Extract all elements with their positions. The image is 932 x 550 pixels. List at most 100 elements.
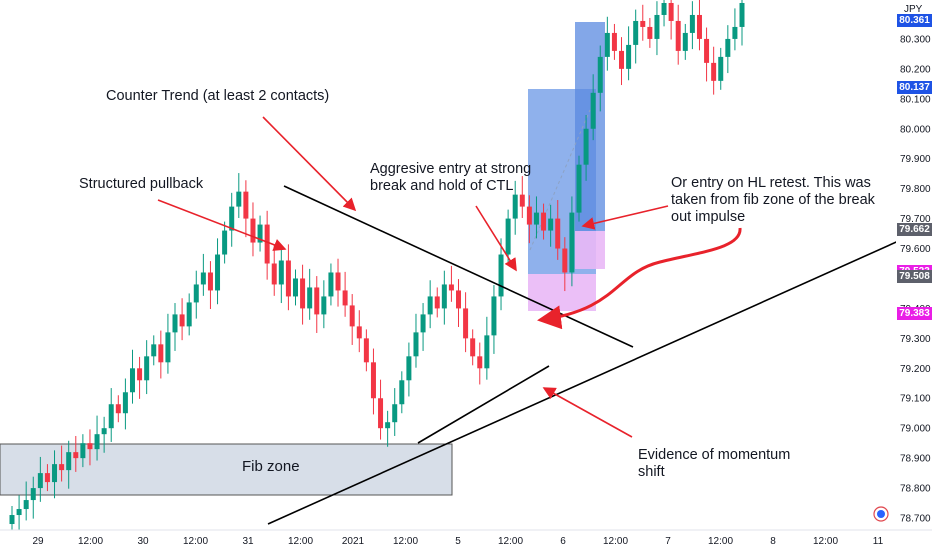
candle-body bbox=[59, 464, 65, 471]
candle-body bbox=[285, 260, 291, 297]
price-tick-6: 79.900 bbox=[900, 154, 931, 165]
candle-body bbox=[87, 443, 93, 450]
candle-body bbox=[654, 14, 660, 39]
time-tick-15: 12:00 bbox=[813, 536, 838, 547]
time-tick-11: 12:00 bbox=[603, 536, 628, 547]
candle-body bbox=[392, 404, 398, 423]
price-tick-10: 79.600 bbox=[900, 244, 931, 255]
candle-body bbox=[555, 218, 561, 249]
time-axis[interactable] bbox=[0, 530, 932, 550]
counter-trendline[interactable] bbox=[283, 185, 634, 348]
time-axis-ticks: 29 12:00 30 12:00 31 12:00 2021 12:00 5 12:00 6 12:… bbox=[32, 536, 883, 547]
candle-body bbox=[300, 278, 306, 309]
price-tag-4: 79.508 bbox=[897, 269, 932, 283]
time-tick-0: 29 bbox=[32, 536, 44, 547]
candle-body bbox=[243, 191, 249, 219]
candle-body bbox=[172, 314, 178, 333]
hl-retest-line-2: taken from fib zone of the break bbox=[671, 192, 875, 208]
candle-body bbox=[108, 404, 114, 429]
candle-body bbox=[342, 290, 348, 306]
candle-body bbox=[349, 305, 355, 327]
candle-body bbox=[399, 380, 405, 405]
candle-body bbox=[696, 14, 702, 39]
price-tag-5: 79.383 bbox=[897, 307, 932, 320]
candle-body bbox=[640, 20, 646, 27]
candle-body bbox=[250, 218, 256, 243]
aggressive-entry-line-1: Aggresive entry at strong bbox=[370, 161, 532, 177]
position-dashed-line bbox=[529, 109, 591, 251]
price-tick-19: 78.900 bbox=[900, 454, 931, 465]
candle-body bbox=[115, 404, 121, 414]
candle-body bbox=[611, 32, 617, 51]
symbol-label: JPY bbox=[904, 4, 923, 15]
candle-body bbox=[675, 20, 681, 51]
candle-body bbox=[711, 62, 717, 81]
counter-trend-label: Counter Trend (at least 2 contacts) bbox=[106, 88, 330, 104]
momentum-line-1: Evidence of momentum bbox=[638, 447, 791, 463]
candle-body bbox=[456, 290, 462, 309]
candle-body bbox=[158, 344, 164, 363]
support-trendline[interactable] bbox=[267, 225, 932, 525]
time-tick-13: 12:00 bbox=[708, 536, 733, 547]
candle-body bbox=[370, 362, 376, 399]
candle-body bbox=[37, 473, 43, 489]
candle-body bbox=[441, 284, 447, 309]
time-tick-10: 6 bbox=[560, 536, 566, 547]
candle-body bbox=[604, 32, 610, 57]
candle-body bbox=[73, 452, 79, 459]
candle-body bbox=[179, 314, 185, 327]
price-tick-4: 80.100 bbox=[900, 94, 931, 105]
candle-body bbox=[498, 254, 504, 297]
candle-body bbox=[491, 296, 497, 336]
candle-body bbox=[278, 260, 284, 285]
candle-body bbox=[619, 50, 625, 69]
hl-retest-line-3: out impulse bbox=[671, 209, 746, 225]
candle-body bbox=[427, 296, 433, 315]
time-tick-7: 12:00 bbox=[393, 536, 418, 547]
candle-body bbox=[406, 356, 412, 381]
candle-body bbox=[215, 254, 221, 291]
candle-body bbox=[463, 308, 469, 339]
candle-body bbox=[590, 92, 596, 129]
candle-body bbox=[144, 356, 150, 381]
candle-body bbox=[222, 230, 228, 255]
candle-body bbox=[314, 287, 320, 315]
momentum-arrow bbox=[542, 387, 633, 438]
candles-group bbox=[9, 0, 745, 533]
candle-body bbox=[597, 56, 603, 93]
candle-body bbox=[470, 338, 476, 357]
candle-body bbox=[519, 194, 525, 207]
candle-body bbox=[16, 509, 22, 516]
candle-body bbox=[137, 368, 143, 381]
candle-body bbox=[583, 128, 589, 165]
time-tick-1: 12:00 bbox=[78, 536, 103, 547]
candle-body bbox=[66, 452, 72, 471]
candle-body bbox=[569, 212, 575, 273]
candle-body bbox=[335, 272, 341, 291]
candle-body bbox=[512, 194, 518, 219]
position-stop-box-large[interactable] bbox=[528, 274, 596, 311]
candle-body bbox=[122, 392, 128, 414]
time-tick-6: 2021 bbox=[342, 536, 365, 547]
position-stop-box-small[interactable] bbox=[575, 231, 605, 269]
time-tick-9: 12:00 bbox=[498, 536, 523, 547]
price-tick-20: 78.800 bbox=[900, 484, 931, 495]
candle-body bbox=[668, 2, 674, 21]
candle-body bbox=[52, 464, 58, 483]
candle-body bbox=[186, 302, 192, 327]
price-tick-21: 78.700 bbox=[900, 514, 931, 525]
price-tick-2: 80.200 bbox=[900, 64, 931, 75]
price-tick-18: 79.000 bbox=[900, 424, 931, 435]
momentum-shift-label: Evidence of momentum shift bbox=[638, 447, 790, 481]
time-tick-5: 12:00 bbox=[288, 536, 313, 547]
price-tick-16: 79.200 bbox=[900, 364, 931, 375]
candle-body bbox=[689, 14, 695, 33]
candle-body bbox=[533, 212, 539, 225]
candle-body bbox=[80, 443, 86, 459]
candle-body bbox=[264, 224, 270, 264]
candle-body bbox=[23, 500, 29, 510]
higher-low-trendline[interactable] bbox=[417, 365, 550, 444]
candle-body bbox=[725, 38, 731, 57]
time-tick-2: 30 bbox=[137, 536, 149, 547]
